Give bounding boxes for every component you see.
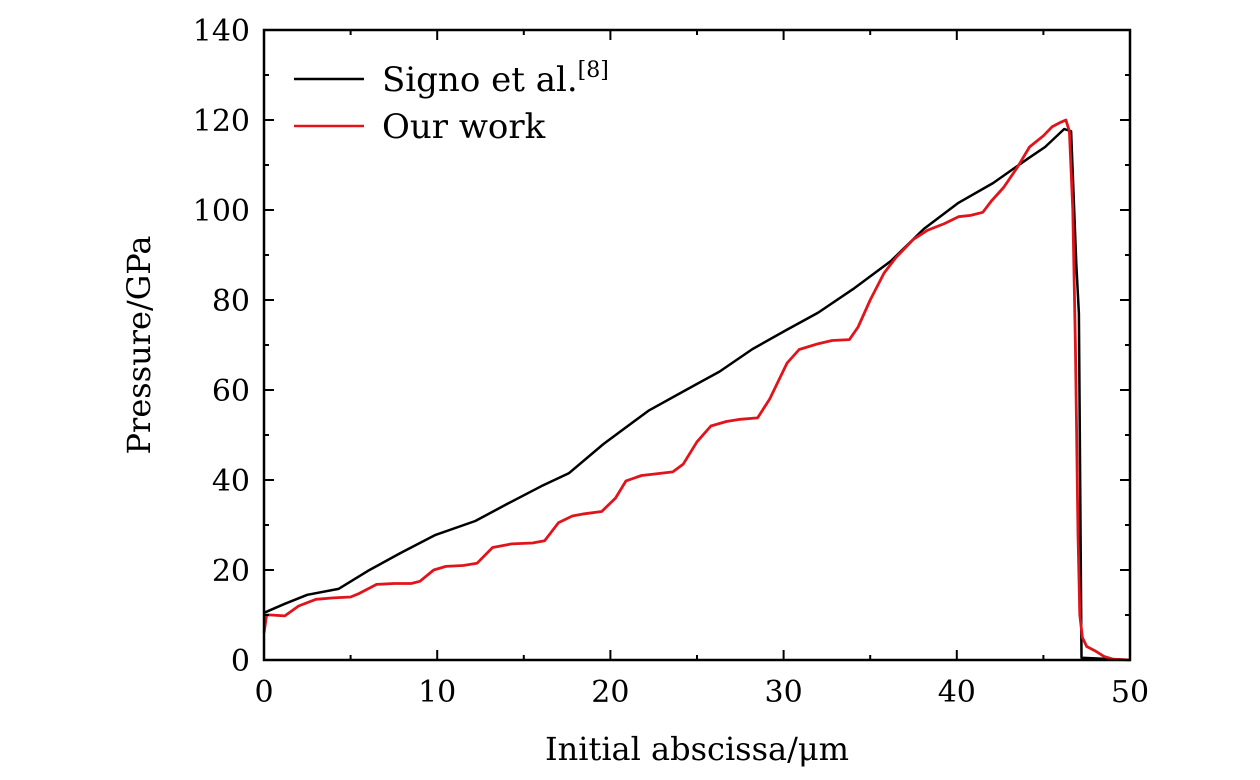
series-line-signo xyxy=(263,127,1131,662)
y-tick-label: 80 xyxy=(212,284,250,319)
series-line-our-work xyxy=(262,118,1131,662)
legend-label-signo-name: Signo et al. xyxy=(382,60,578,100)
y-tick-label: 60 xyxy=(212,374,250,409)
x-tick-label: 50 xyxy=(1111,675,1149,710)
x-tick-label: 0 xyxy=(254,675,273,710)
x-tick-label: 30 xyxy=(765,675,803,710)
y-tick-label: 120 xyxy=(193,104,250,139)
legend: Signo et al.[8] Our work xyxy=(294,58,609,147)
y-tick-label: 20 xyxy=(212,554,250,589)
x-tick-label: 40 xyxy=(938,675,976,710)
y-tick-label: 100 xyxy=(193,194,250,229)
y-tick-label: 0 xyxy=(231,644,250,679)
x-tick-label: 10 xyxy=(418,675,456,710)
y-axis-label: Pressure/GPa xyxy=(120,236,158,455)
x-tick-label: 20 xyxy=(591,675,629,710)
y-tick-label: 140 xyxy=(193,14,250,49)
y-tick-label: 40 xyxy=(212,464,250,499)
legend-label-signo: Signo et al.[8] xyxy=(382,58,609,100)
ticks-layer xyxy=(263,29,1131,661)
legend-label-our-work: Our work xyxy=(382,107,546,147)
x-axis-label: Initial abscissa/μm xyxy=(545,730,849,768)
legend-label-signo-ref: [8] xyxy=(578,58,609,83)
tick-labels-layer: 0 10 20 30 40 50 0 20 40 60 80 100 120 140 xyxy=(193,14,1149,710)
series-layer xyxy=(262,118,1131,662)
